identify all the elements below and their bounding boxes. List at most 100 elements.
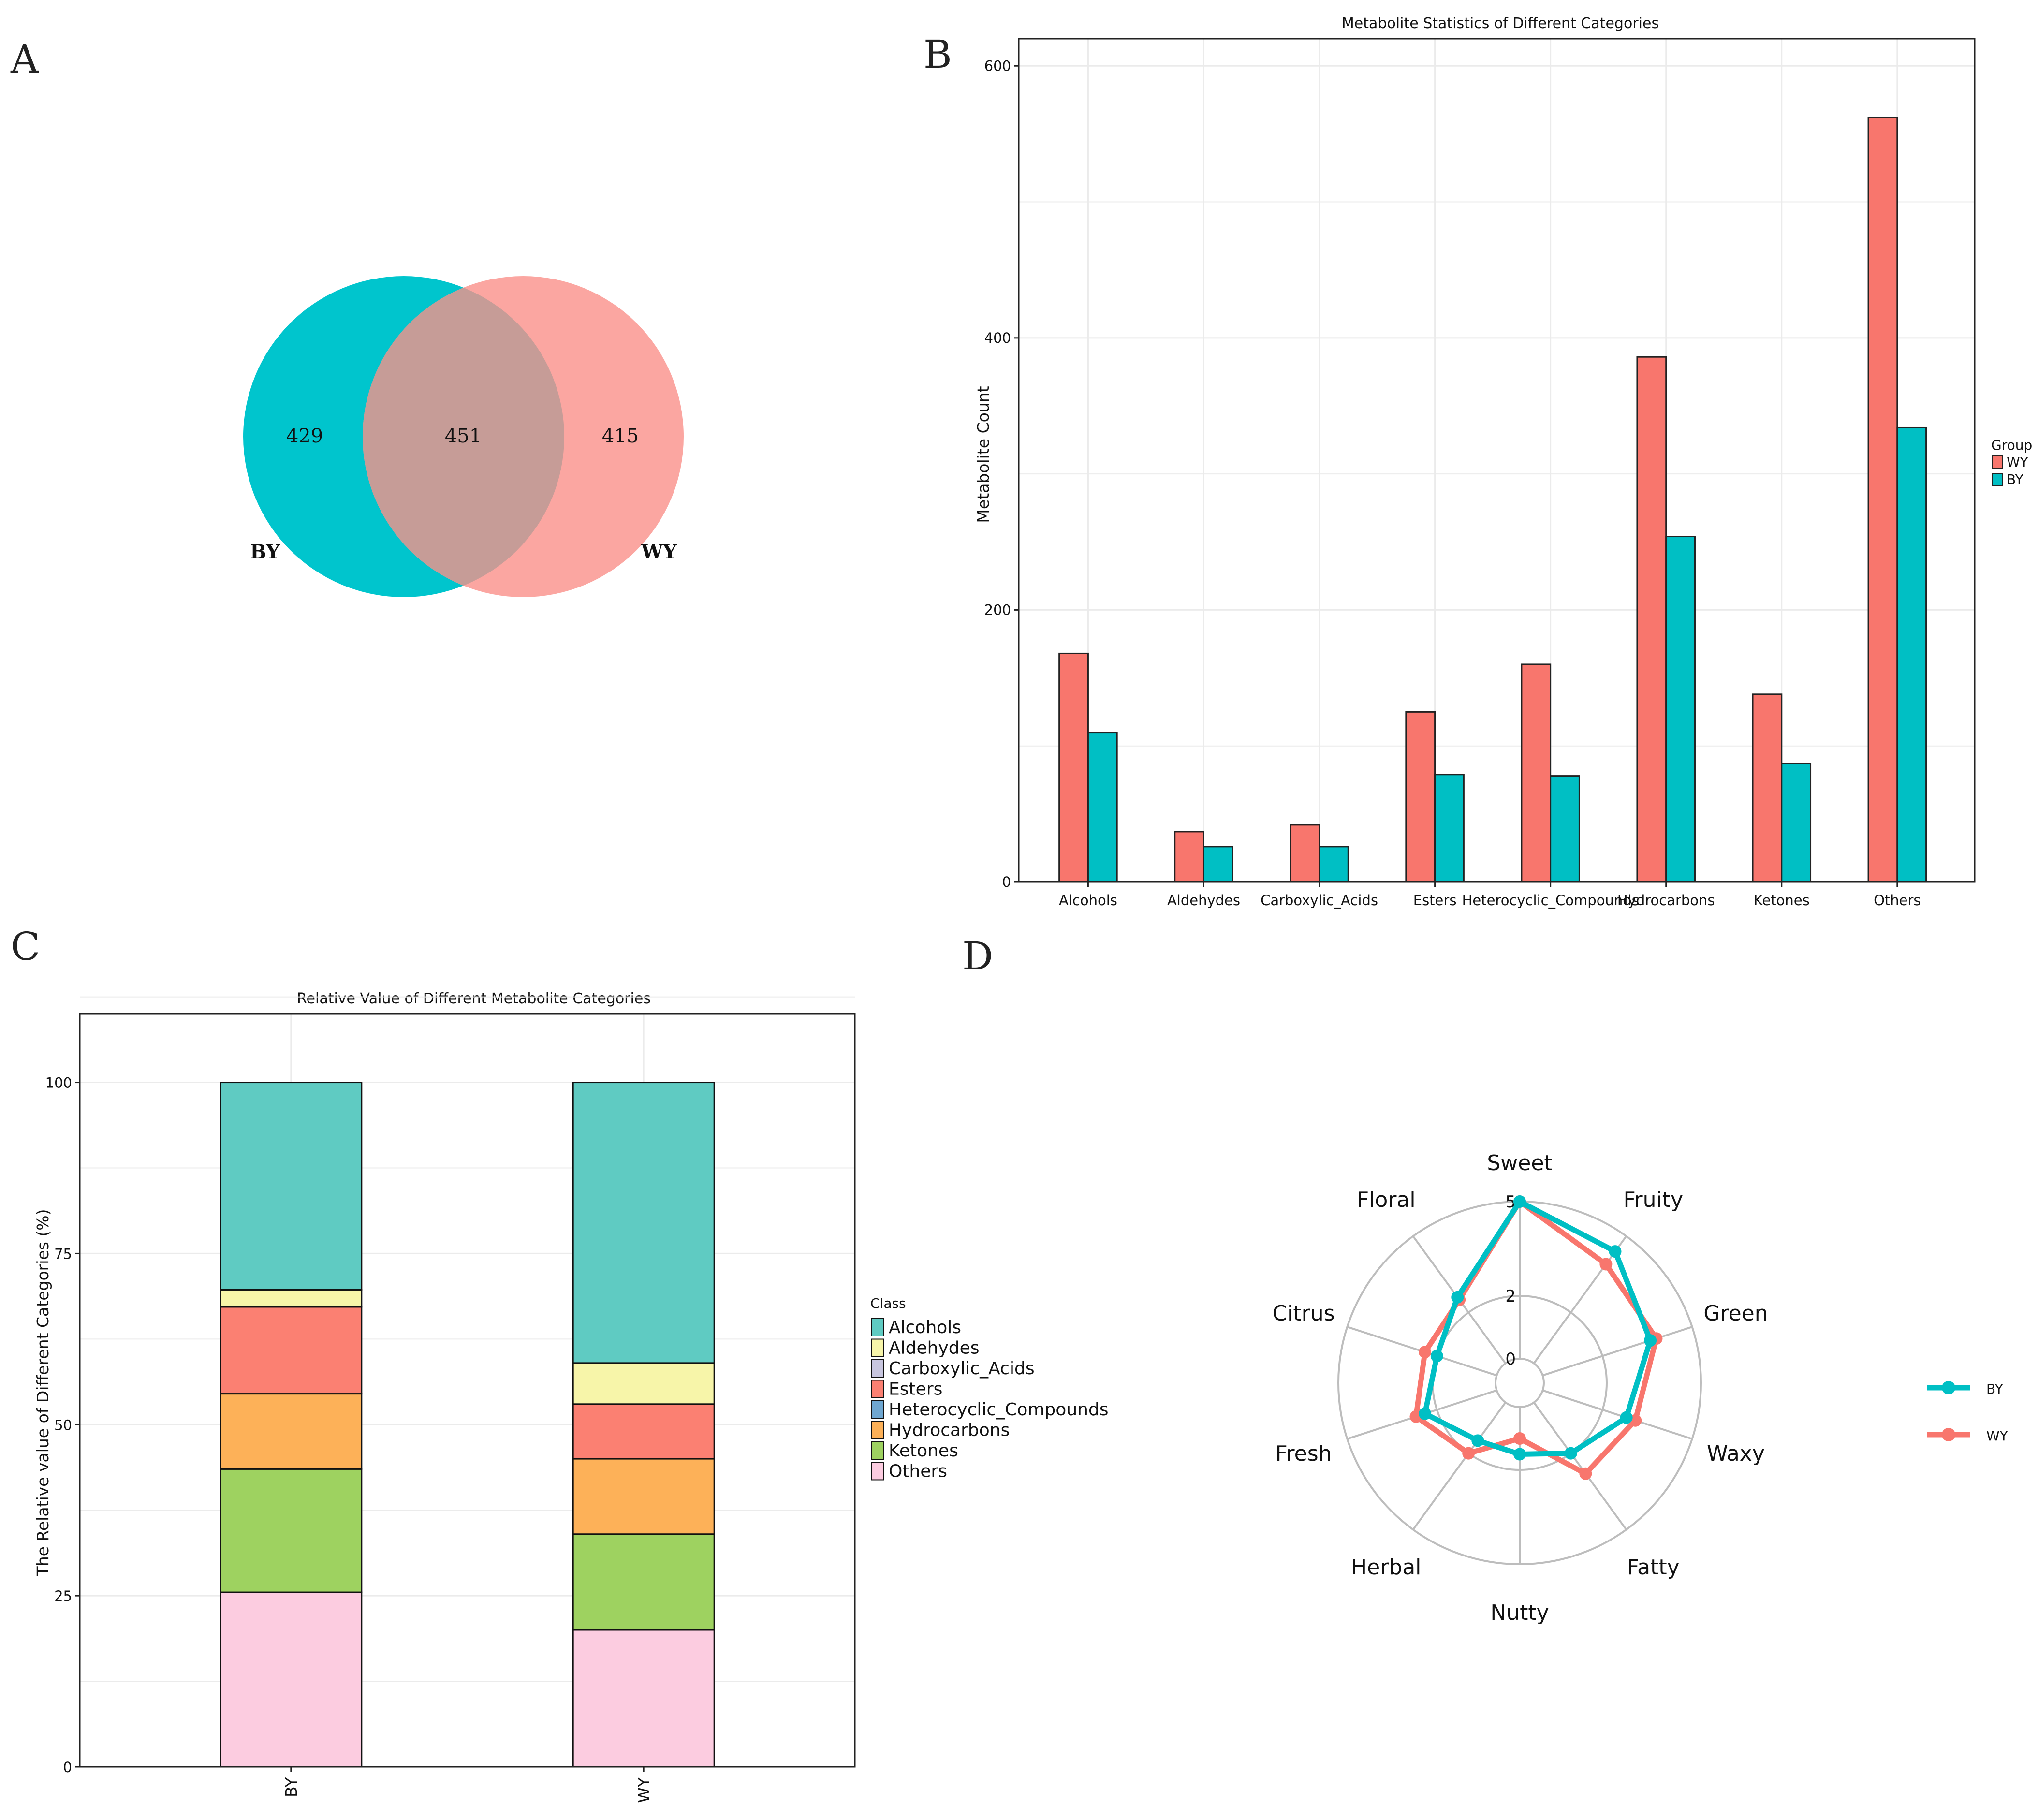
venn-overlap: [363, 276, 564, 597]
radar-point-by-waxy: [1620, 1411, 1633, 1424]
legend-swatch: [871, 1359, 884, 1378]
bar-chart-counts: Metabolite Statistics of Different Categ…: [974, 15, 2032, 909]
legend-swatch: [871, 1380, 884, 1398]
legend-label: Ketones: [889, 1441, 958, 1461]
x-tick-label: Aldehydes: [1167, 892, 1240, 909]
y-tick-label: 25: [54, 1588, 72, 1604]
radar-axis-label-fruity: Fruity: [1623, 1188, 1683, 1212]
legend-label: Alcohols: [889, 1318, 961, 1337]
venn-label-wy: WY: [641, 541, 677, 563]
legend-label: Hydrocarbons: [889, 1421, 1010, 1440]
y-tick-label: 50: [54, 1417, 72, 1433]
stack-hydrocarbons-by: [220, 1393, 363, 1470]
radar-point-by-nutty: [1513, 1448, 1526, 1461]
radar-spoke: [1412, 1402, 1507, 1530]
x-tick-label: Carboxylic_Acids: [1261, 892, 1378, 909]
stack-alcohols-wy: [572, 1082, 715, 1364]
x-tick-label: Others: [1874, 892, 1921, 909]
x-tick-label: WY: [634, 1777, 653, 1803]
x-tick-label: Heterocyclic_Compounds: [1462, 892, 1639, 909]
radar-point-wy-fruity: [1599, 1258, 1613, 1271]
legend-swatch-by: [1992, 473, 2003, 486]
radar-point-by-citrus: [1430, 1350, 1443, 1363]
legend-swatch: [871, 1318, 884, 1336]
stack-ketones-by: [220, 1468, 363, 1593]
bar-by-others: [1896, 426, 1927, 883]
bar-by-ketones: [1781, 763, 1812, 883]
stack-esters-by: [220, 1306, 363, 1395]
radar-point-wy-fatty: [1579, 1467, 1592, 1480]
legend-marker-by: [1942, 1381, 1955, 1394]
y-axis-label: Metabolite Count: [974, 386, 993, 523]
y-tick-label: 0: [63, 1759, 72, 1776]
radar-ring-label-0: 0: [1505, 1350, 1516, 1369]
panel-letter-a: A: [10, 37, 39, 82]
legend-label-wy: WY: [2007, 454, 2029, 470]
legend-swatch: [871, 1338, 884, 1357]
legend-title: Group: [1991, 437, 2032, 453]
legend-label-wy: WY: [1986, 1428, 2009, 1444]
bar-wy-esters: [1405, 711, 1436, 883]
legend-title: Class: [870, 1295, 906, 1311]
radar-spoke: [1542, 1326, 1693, 1377]
bar-by-carboxylic_acids: [1319, 846, 1349, 883]
radar-point-by-sweet: [1513, 1195, 1526, 1208]
plot-frame: [79, 1013, 856, 1768]
bar-wy-ketones: [1752, 693, 1783, 883]
radar-point-wy-nutty: [1513, 1432, 1526, 1445]
radar-ring: [1495, 1358, 1545, 1408]
radar-axis-label-fresh: Fresh: [1275, 1441, 1332, 1466]
stack-others-wy: [572, 1629, 715, 1768]
chart-title: Relative Value of Different Metabolite C…: [297, 990, 651, 1007]
radar-point-by-floral: [1451, 1291, 1464, 1304]
bar-by-heterocyclic_compounds: [1550, 775, 1580, 883]
legend-swatch: [871, 1421, 884, 1439]
venn-count-by-only: 429: [286, 425, 323, 447]
stack-ketones-wy: [572, 1533, 715, 1631]
legend-label: Aldehydes: [889, 1338, 980, 1358]
y-tick-label: 75: [54, 1246, 72, 1262]
stack-hydrocarbons-wy: [572, 1458, 715, 1535]
legend-swatch: [871, 1441, 884, 1460]
venn-diagram: 429 451 415 BY WY: [243, 276, 684, 597]
y-tick-label: 200: [984, 602, 1011, 618]
bar-wy-carboxylic_acids: [1290, 824, 1320, 883]
stack-aldehydes-by: [220, 1289, 363, 1308]
legend-label: Others: [889, 1462, 947, 1482]
bar-wy-hydrocarbons: [1636, 356, 1667, 883]
panel-letter-c: C: [11, 924, 40, 969]
radar-line-by: [1422, 1199, 1653, 1457]
y-tick-label: 600: [984, 58, 1011, 74]
y-tick-label: 100: [45, 1075, 72, 1091]
stacked-bar-chart: Relative Value of Different Metabolite C…: [33, 990, 1109, 1803]
x-tick-label: Alcohols: [1059, 892, 1117, 909]
radar-point-by-fruity: [1609, 1245, 1622, 1258]
radar-spoke: [1542, 1389, 1693, 1440]
radar-axis-label-green: Green: [1703, 1301, 1768, 1326]
bar-wy-alcohols: [1058, 652, 1089, 883]
radar-line-wy: [1413, 1199, 1659, 1477]
radar-axis-label-floral: Floral: [1357, 1188, 1416, 1212]
legend-label-by: BY: [1986, 1381, 2004, 1397]
bar-wy-heterocyclic_compounds: [1521, 663, 1552, 883]
panel-letter-d: D: [962, 934, 993, 979]
x-tick-label: Hydrocarbons: [1617, 892, 1715, 909]
bar-by-esters: [1434, 774, 1465, 883]
x-tick-label: BY: [282, 1777, 301, 1797]
radar-axis-label-herbal: Herbal: [1351, 1555, 1421, 1580]
bar-by-alcohols: [1087, 732, 1118, 883]
bar-by-aldehydes: [1202, 846, 1233, 883]
chart-title: Metabolite Statistics of Different Categ…: [1342, 15, 1659, 32]
panel-letter-b: B: [924, 32, 952, 77]
x-tick-label: Ketones: [1754, 892, 1810, 909]
plot-frame: [1018, 38, 1976, 883]
venn-count-wy-only: 415: [602, 425, 639, 447]
radar-chart: 025 SweetFruityGreenWaxyFattyNuttyHerbal…: [1272, 1151, 2008, 1625]
radar-axis-label-sweet: Sweet: [1487, 1151, 1552, 1175]
radar-point-wy-herbal: [1462, 1447, 1475, 1460]
radar-point-by-fatty: [1564, 1447, 1577, 1460]
radar-spoke: [1533, 1402, 1627, 1530]
radar-point-by-fresh: [1419, 1407, 1432, 1420]
legend-label: Heterocyclic_Compounds: [889, 1400, 1109, 1420]
legend-swatch-wy: [1992, 455, 2003, 469]
